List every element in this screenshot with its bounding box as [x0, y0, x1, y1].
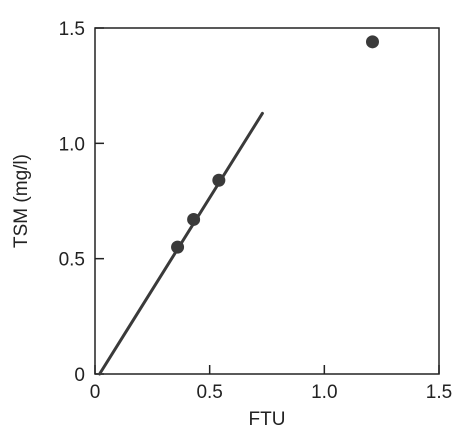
- data-points: [171, 35, 379, 254]
- data-point: [365, 35, 379, 49]
- y-tick-label: 0: [74, 365, 85, 386]
- x-tick-label: 1.0: [311, 382, 337, 403]
- x-tick-label: 0.5: [196, 382, 222, 403]
- plot-frame: [94, 27, 440, 375]
- data-point: [171, 240, 185, 254]
- x-tick-label: 1.5: [426, 382, 452, 403]
- y-axis-title: TSM (mg/l): [11, 154, 32, 248]
- y-tick-label: 1.0: [59, 134, 85, 155]
- x-axis-ticks: 0 0.5 1.0 1.5: [90, 365, 452, 403]
- x-tick-label: 0: [90, 382, 101, 403]
- data-point: [187, 212, 201, 226]
- y-tick-label: 0.5: [59, 250, 85, 271]
- y-axis-ticks: 0 0.5 1.0 1.5: [59, 19, 104, 386]
- data-point: [212, 173, 226, 187]
- x-axis-title: FTU: [249, 409, 286, 430]
- y-tick-label: 1.5: [59, 19, 85, 40]
